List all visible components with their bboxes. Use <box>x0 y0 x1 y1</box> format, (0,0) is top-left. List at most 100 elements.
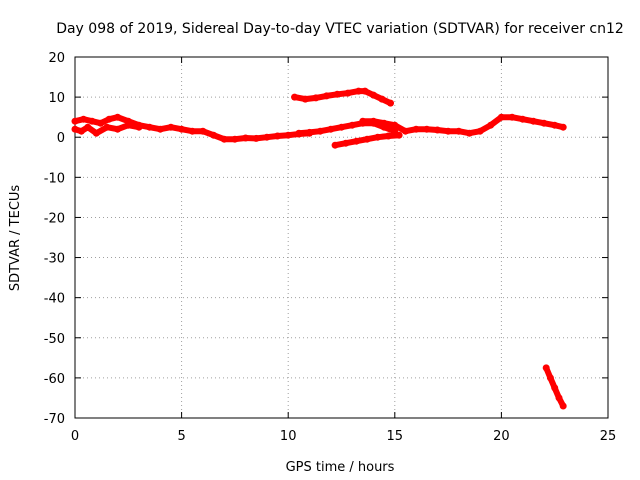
y-tick-label: 20 <box>48 51 65 66</box>
data-point <box>344 89 352 97</box>
data-point <box>316 127 324 135</box>
data-point <box>327 125 335 133</box>
data-point <box>352 137 360 145</box>
x-tick-label: 0 <box>71 429 79 444</box>
data-point <box>370 117 377 125</box>
y-tick-label: -50 <box>44 332 65 347</box>
y-axis-label: SDTVAR / TECUs <box>8 185 23 292</box>
data-point <box>555 394 563 402</box>
data-point <box>333 90 341 98</box>
data-point <box>71 117 79 125</box>
y-tick-label: -40 <box>44 292 65 307</box>
data-points <box>71 87 567 410</box>
data-point <box>355 87 363 95</box>
data-point <box>312 94 320 102</box>
x-tick-label: 10 <box>280 429 297 444</box>
x-tick-label: 20 <box>493 429 510 444</box>
data-point <box>529 117 537 125</box>
data-point <box>135 123 143 131</box>
y-tick-label: -10 <box>44 171 65 186</box>
axis-ticks: 0 5 10 15 20 25 20 10 0 -10 -20 -30 -40 -50 -60 -70 <box>44 51 617 444</box>
y-tick-label: -30 <box>44 252 65 267</box>
data-point <box>497 113 505 121</box>
data-point <box>423 125 431 133</box>
data-point <box>105 115 113 123</box>
data-point <box>559 123 567 131</box>
data-point <box>252 134 260 142</box>
data-point <box>263 133 271 141</box>
data-point <box>156 125 164 133</box>
data-point <box>124 121 132 129</box>
data-point <box>331 141 339 149</box>
data-point <box>370 91 377 99</box>
data-point <box>455 127 463 135</box>
data-point <box>433 126 441 134</box>
y-tick-label: 0 <box>57 131 65 146</box>
data-point <box>71 125 79 133</box>
data-point <box>387 99 394 107</box>
data-point <box>77 127 85 135</box>
data-point <box>80 115 87 123</box>
data-point <box>465 129 473 137</box>
data-point <box>97 119 105 127</box>
data-point <box>210 131 218 139</box>
x-axis-label: GPS time / hours <box>286 460 395 475</box>
data-point <box>378 95 386 103</box>
data-point <box>359 117 367 125</box>
data-point <box>540 119 548 127</box>
grid <box>75 57 608 418</box>
data-point <box>114 113 122 121</box>
data-point <box>487 121 495 129</box>
data-point <box>519 115 527 123</box>
y-tick-label: -20 <box>44 211 65 226</box>
x-tick-label: 25 <box>600 429 617 444</box>
data-point <box>342 139 350 147</box>
data-point <box>178 125 186 133</box>
data-point <box>444 127 452 135</box>
data-point <box>114 125 122 133</box>
x-tick-label: 15 <box>387 429 404 444</box>
data-point <box>274 132 281 140</box>
data-point <box>220 135 228 143</box>
data-point <box>361 87 369 95</box>
data-point <box>395 131 403 139</box>
data-point <box>508 113 516 121</box>
data-point <box>103 123 111 131</box>
data-point <box>380 119 388 127</box>
data-point <box>338 123 345 131</box>
plot-frame <box>74 56 609 419</box>
data-point <box>551 384 559 392</box>
data-point <box>242 134 250 142</box>
data-point <box>559 402 567 410</box>
data-point <box>291 93 299 101</box>
data-point <box>199 127 207 135</box>
data-point <box>402 127 409 135</box>
data-point <box>348 121 356 129</box>
y-tick-label: 10 <box>48 91 65 106</box>
data-point <box>384 132 392 140</box>
data-point <box>374 133 382 141</box>
data-point <box>412 125 420 133</box>
data-point <box>363 135 371 143</box>
data-point <box>92 129 100 137</box>
data-point <box>284 131 292 139</box>
data-point <box>542 364 550 372</box>
data-point <box>323 92 331 100</box>
data-point <box>146 123 154 131</box>
x-tick-label: 5 <box>177 429 185 444</box>
data-point <box>88 117 96 125</box>
data-point <box>84 123 92 131</box>
data-point <box>188 127 196 135</box>
chart-title: Day 098 of 2019, Sidereal Day-to-day VTE… <box>56 21 624 37</box>
data-point <box>391 121 399 129</box>
data-point <box>551 121 559 129</box>
data-point <box>306 128 313 136</box>
data-point <box>301 95 309 103</box>
data-point <box>167 123 175 131</box>
data-point <box>295 129 303 137</box>
data-point <box>476 127 484 135</box>
data-point <box>231 135 239 143</box>
y-tick-label: -60 <box>44 372 65 387</box>
data-point <box>546 374 554 382</box>
